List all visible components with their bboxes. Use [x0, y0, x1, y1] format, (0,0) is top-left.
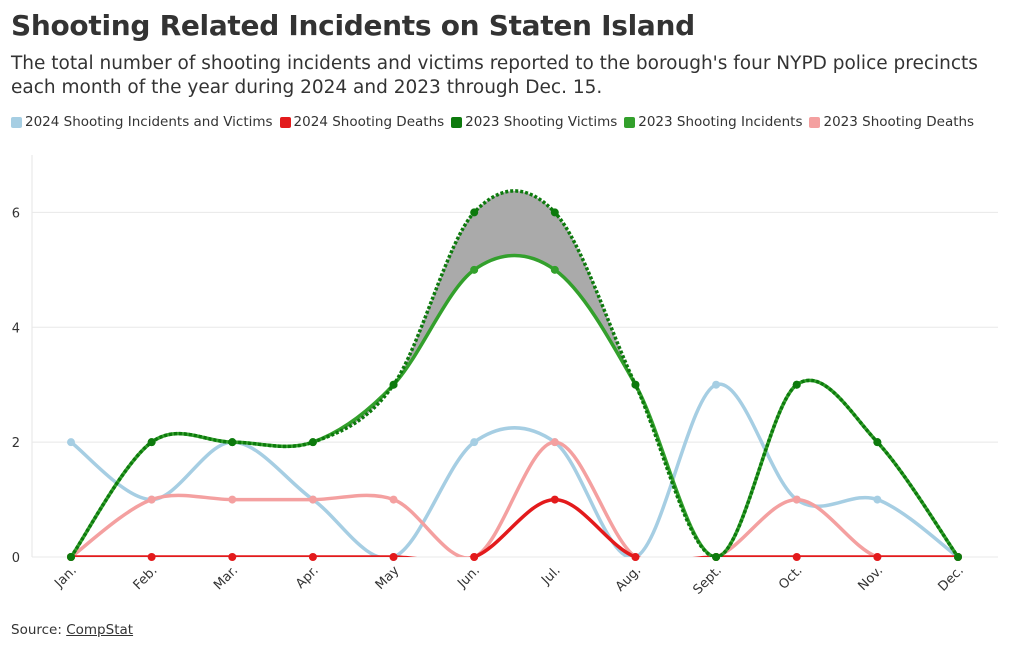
data-point[interactable]: [792, 553, 801, 561]
data-point[interactable]: [550, 265, 559, 274]
data-point[interactable]: [67, 553, 75, 561]
data-point[interactable]: [873, 495, 882, 504]
legend-item-2024-shooting-deaths[interactable]: 2024 Shooting Deaths: [279, 114, 445, 130]
data-point[interactable]: [792, 495, 801, 504]
data-point[interactable]: [147, 553, 156, 561]
data-point[interactable]: [550, 208, 559, 217]
series-line: [69, 497, 960, 557]
data-point[interactable]: [631, 553, 640, 561]
x-tick-label: Jun.: [454, 563, 483, 592]
x-tick-label: Mar.: [211, 563, 241, 593]
x-tick-label: Jul.: [538, 563, 563, 588]
data-point[interactable]: [550, 495, 559, 504]
x-tick-label: Feb.: [131, 563, 161, 593]
y-tick-label: 6: [12, 206, 20, 221]
y-tick-label: 4: [12, 321, 20, 336]
data-point[interactable]: [389, 553, 398, 561]
chart-legend: 2024 Shooting Incidents and Victims 2024 …: [11, 113, 981, 131]
y-tick-label: 0: [12, 551, 20, 566]
x-tick-label: Apr.: [293, 563, 322, 592]
chart-subtitle: The total number of shooting incidents a…: [11, 53, 978, 98]
source-label: Source:: [11, 622, 67, 638]
data-point[interactable]: [470, 208, 479, 217]
source-link[interactable]: CompStat: [66, 622, 134, 638]
data-point[interactable]: [147, 495, 156, 504]
legend-swatch: [451, 116, 463, 128]
series-2024-shooting-incidents-and-victims: [67, 380, 962, 561]
legend-item-2023-shooting-incidents[interactable]: 2023 Shooting Incidents: [624, 114, 802, 130]
series-2023-shooting-victims: [67, 189, 962, 561]
x-tick-label: Oct.: [776, 563, 805, 592]
legend-item-2023-shooting-victims[interactable]: 2023 Shooting Victims: [451, 114, 617, 130]
data-point[interactable]: [389, 495, 398, 504]
legend-label: 2024 Shooting Deaths: [293, 114, 445, 130]
shaded-band-area: [71, 190, 958, 557]
legend-label: 2023 Shooting Deaths: [823, 114, 975, 130]
data-point[interactable]: [712, 553, 721, 561]
x-tick-label: Sept.: [690, 563, 724, 597]
data-point[interactable]: [147, 438, 156, 447]
legend-label: 2023 Shooting Victims: [465, 114, 618, 130]
data-point[interactable]: [308, 438, 317, 447]
data-point[interactable]: [792, 380, 801, 389]
data-point[interactable]: [712, 380, 721, 389]
series-line: [69, 382, 960, 557]
legend-label: 2024 Shooting Incidents and Victims: [25, 114, 273, 130]
data-point[interactable]: [228, 438, 237, 447]
chart-title: Shooting Related Incidents on Staten Isl…: [11, 9, 695, 42]
data-point[interactable]: [308, 553, 317, 561]
data-point[interactable]: [470, 265, 479, 274]
legend-swatch: [809, 116, 821, 128]
legend-item-2023-shooting-deaths[interactable]: 2023 Shooting Deaths: [809, 114, 974, 130]
legend-label: 2023 Shooting Incidents: [638, 114, 803, 130]
legend-swatch: [11, 116, 22, 128]
data-point[interactable]: [228, 553, 237, 561]
source-note: Source: CompStat: [11, 622, 133, 638]
data-point[interactable]: [389, 380, 398, 389]
data-point[interactable]: [67, 438, 75, 447]
y-tick-label: 2: [12, 436, 20, 451]
data-point[interactable]: [954, 553, 962, 561]
x-tick-label: Jan.: [51, 563, 79, 591]
data-point[interactable]: [631, 380, 640, 389]
legend-item-2024-shooting-incidents-and-victims[interactable]: 2024 Shooting Incidents and Victims: [11, 114, 273, 130]
data-point[interactable]: [550, 438, 559, 447]
series-2023-shooting-deaths: [67, 438, 962, 561]
data-point[interactable]: [470, 553, 479, 561]
legend-swatch: [624, 116, 636, 128]
x-tick-label: May: [373, 563, 403, 593]
data-point[interactable]: [873, 438, 882, 447]
data-point[interactable]: [308, 495, 317, 504]
data-point[interactable]: [470, 438, 479, 447]
x-tick-label: Aug.: [613, 563, 644, 594]
x-tick-label: Nov.: [855, 563, 886, 594]
data-point[interactable]: [228, 495, 237, 504]
data-point[interactable]: [873, 553, 882, 561]
legend-swatch: [279, 116, 291, 128]
x-tick-label: Dec.: [936, 563, 967, 594]
